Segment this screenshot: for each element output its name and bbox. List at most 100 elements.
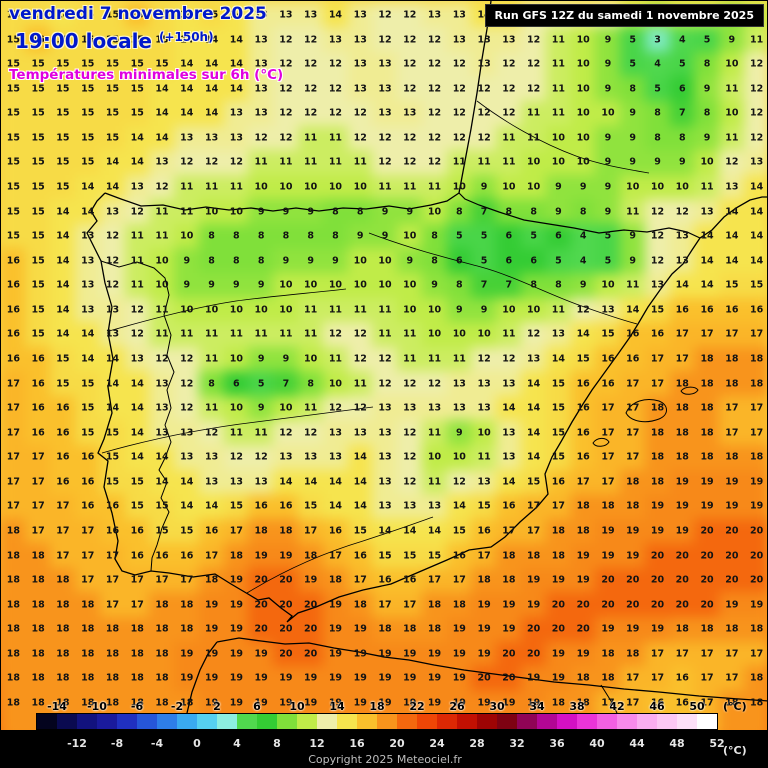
- grid-temperature: 19: [749, 476, 764, 488]
- field-cell: [644, 248, 671, 274]
- grid-temperature: 16: [675, 304, 689, 316]
- field-cell: [75, 2, 101, 28]
- grid-temperature: 15: [56, 82, 70, 94]
- grid-temperature: 14: [279, 476, 293, 488]
- field-cell: [149, 223, 175, 249]
- scale-label-top: 38: [569, 700, 585, 713]
- grid-temperature: 12: [304, 426, 318, 438]
- grid-temperature: 19: [725, 598, 739, 610]
- colorbar-segment: [237, 714, 257, 729]
- grid-temperature: 13: [403, 402, 417, 414]
- grid-temperature: 14: [105, 156, 120, 168]
- grid-temperature: 18: [725, 623, 739, 635]
- grid-temperature: 13: [353, 82, 367, 94]
- grid-temperature: 12: [378, 33, 392, 45]
- colorbar-segment: [417, 714, 437, 729]
- grid-temperature: 17: [675, 328, 689, 340]
- grid-temperature: 20: [650, 598, 665, 610]
- field-cell: [496, 174, 522, 200]
- grid-temperature: 17: [130, 574, 144, 586]
- field-cell: [446, 199, 472, 225]
- grid-temperature: 12: [427, 107, 442, 119]
- grid-temperature: 17: [749, 402, 764, 414]
- grid-temperature: 8: [456, 279, 463, 291]
- field-cell: [149, 51, 175, 77]
- grid-temperature: 13: [279, 9, 293, 21]
- grid-temperature: 17: [304, 525, 318, 537]
- colorbar-segment: [477, 714, 497, 729]
- field-cell: [1, 76, 27, 102]
- grid-temperature: 19: [328, 598, 343, 610]
- field-cell: [99, 27, 126, 53]
- grid-temperature: 12: [130, 328, 144, 340]
- field-cell: [496, 125, 522, 151]
- grid-temperature: 14: [427, 525, 442, 537]
- grid-temperature: 18: [700, 402, 714, 414]
- field-cell: [620, 27, 646, 53]
- grid-temperature: 19: [749, 500, 764, 512]
- field-cell: [644, 27, 671, 53]
- grid-temperature: 14: [155, 82, 169, 94]
- grid-temperature: 7: [678, 107, 686, 119]
- field-cell: [372, 51, 398, 77]
- colorbar-segment: [257, 714, 277, 729]
- field-cell: [421, 297, 448, 323]
- field-cell: [372, 100, 398, 127]
- grid-temperature: 11: [551, 82, 566, 94]
- field-cell: [471, 150, 497, 176]
- grid-temperature: 14: [551, 353, 566, 365]
- grid-temperature: 18: [105, 648, 120, 660]
- grid-temperature: 5: [629, 58, 637, 70]
- grid-temperature: 17: [6, 377, 20, 389]
- field-cell: [1, 322, 27, 348]
- field-cell: [446, 272, 472, 299]
- grid-temperature: 12: [279, 132, 293, 144]
- grid-temperature: 8: [257, 254, 265, 266]
- grid-temperature: 14: [378, 525, 392, 537]
- grid-temperature: 19: [180, 648, 194, 660]
- field-cell: [248, 76, 274, 102]
- field-cell: [124, 76, 150, 102]
- field-cell: [99, 2, 126, 28]
- grid-temperature: 17: [130, 598, 144, 610]
- grid-temperature: 15: [31, 107, 45, 119]
- grid-temperature: 12: [353, 132, 367, 144]
- field-cell: [520, 150, 547, 176]
- grid-temperature: 20: [700, 574, 714, 586]
- grid-temperature: 11: [328, 156, 343, 168]
- grid-temperature: 19: [427, 672, 442, 684]
- field-cell: [322, 223, 349, 249]
- grid-temperature: 17: [749, 328, 764, 340]
- grid-temperature: 12: [403, 33, 417, 45]
- grid-temperature: 14: [155, 476, 169, 488]
- grid-temperature: 10: [502, 304, 516, 316]
- grid-temperature: 5: [480, 254, 488, 266]
- grid-temperature: 15: [56, 181, 70, 193]
- field-cell: [99, 100, 126, 127]
- field-cell: [446, 76, 472, 102]
- grid-temperature: 16: [31, 402, 45, 414]
- grid-temperature: 18: [105, 623, 120, 635]
- grid-temperature: 19: [576, 648, 590, 660]
- field-cell: [397, 150, 423, 176]
- field-cell: [99, 322, 126, 348]
- field-cell: [223, 27, 250, 53]
- field-cell: [520, 76, 547, 102]
- grid-temperature: 15: [31, 205, 45, 217]
- field-cell: [322, 174, 349, 200]
- field-cell: [496, 51, 522, 77]
- grid-temperature: 18: [675, 377, 689, 389]
- field-cell: [124, 199, 150, 225]
- grid-temperature: 17: [725, 402, 739, 414]
- grid-temperature: 17: [700, 328, 714, 340]
- field-cell: [620, 150, 646, 176]
- grid-temperature: 17: [56, 500, 70, 512]
- grid-temperature: 14: [749, 254, 764, 266]
- field-cell: [50, 248, 76, 274]
- grid-temperature: 19: [403, 672, 417, 684]
- field-cell: [75, 125, 101, 151]
- grid-temperature: 11: [155, 230, 169, 242]
- grid-temperature: 12: [502, 107, 516, 119]
- temperature-field: [1, 1, 767, 741]
- grid-temperature: 17: [328, 549, 343, 561]
